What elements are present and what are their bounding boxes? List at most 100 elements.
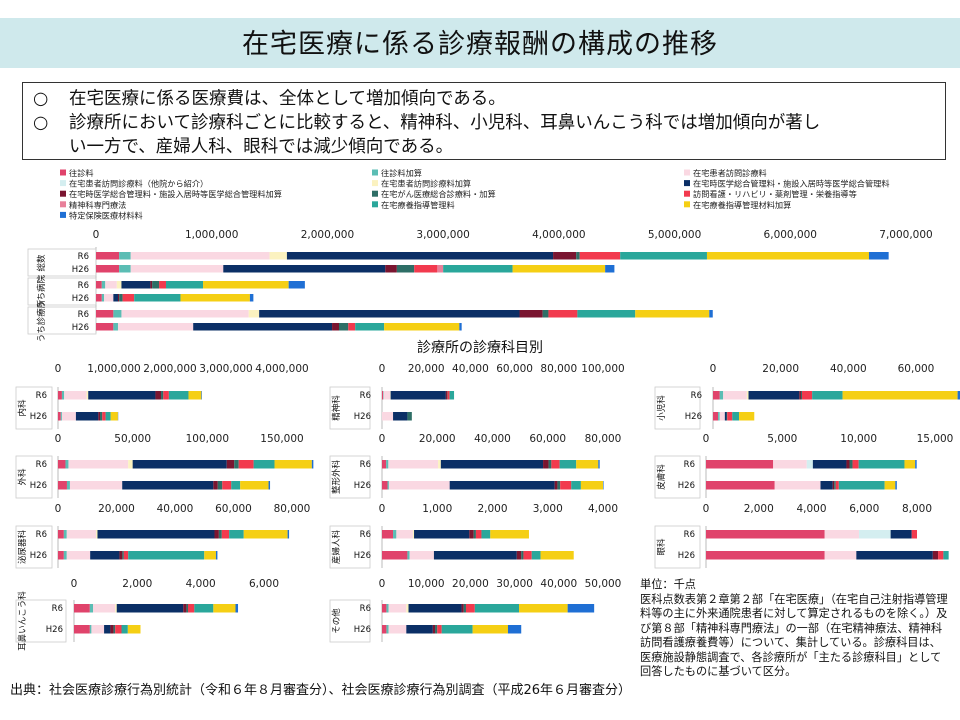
bar-segment <box>122 294 135 302</box>
bar-segment <box>58 412 61 421</box>
bar-segment <box>726 412 728 421</box>
bar-segment <box>437 625 442 634</box>
bar-segment <box>286 252 554 260</box>
tick-label: 2,000,000 <box>143 363 196 375</box>
bar-segment <box>435 625 438 634</box>
legend-swatch <box>684 169 690 176</box>
bar-segment <box>414 530 470 539</box>
tick-label: 0 <box>55 503 62 515</box>
bar-segment <box>193 323 333 331</box>
bar-segment <box>122 551 124 560</box>
bar-segment <box>438 460 441 469</box>
bar-segment <box>121 281 151 289</box>
row-label: R6 <box>684 530 695 540</box>
bar-segment <box>63 551 67 560</box>
bar-segment <box>68 460 129 469</box>
group-box <box>27 277 97 306</box>
bar-segment <box>234 460 239 469</box>
legend-swatch <box>60 169 66 176</box>
bar-segment <box>605 265 615 273</box>
bar-segment <box>820 481 833 490</box>
bar-segment <box>519 310 543 318</box>
bar-segment <box>218 530 222 539</box>
bar-segment <box>557 481 561 490</box>
bullet: ○ <box>33 113 49 133</box>
bar-segment <box>75 412 99 421</box>
bar-segment <box>382 551 408 560</box>
bar-segment <box>127 625 141 634</box>
bar-segment <box>554 481 558 490</box>
row-label: H26 <box>72 265 89 275</box>
bar-segment <box>110 625 114 634</box>
group-box <box>27 306 97 335</box>
legend-label: 在宅患者訪問診療料加算 <box>381 179 471 189</box>
bar-segment <box>128 551 205 560</box>
bar-segment <box>249 294 254 302</box>
bar-segment <box>58 551 64 560</box>
tick-label: 100,000 <box>186 433 229 445</box>
bar-segment <box>58 391 62 400</box>
bar-segment <box>63 530 67 539</box>
bar-segment <box>915 460 917 469</box>
bar-segment <box>706 252 869 260</box>
panel-label: 整形外科 <box>331 460 342 495</box>
bar-segment <box>580 481 603 490</box>
bar-segment <box>406 625 433 634</box>
bar-segment <box>121 310 249 318</box>
bar-segment <box>849 460 853 469</box>
panel-label: 精神科 <box>331 395 342 421</box>
bar-segment <box>388 604 407 613</box>
bar-segment <box>824 551 857 560</box>
bar-segment <box>194 604 214 613</box>
tick-label: 40,000 <box>830 363 867 375</box>
bar-segment <box>113 323 118 331</box>
tick-label: 80,000 <box>274 503 311 515</box>
bar-segment <box>186 604 188 613</box>
bar-segment <box>105 281 117 289</box>
panel-label: 小児科 <box>656 395 667 421</box>
bar-segment <box>130 265 224 273</box>
bar-segment <box>74 625 90 634</box>
bar-segment <box>386 625 389 634</box>
tick-label: 2,000 <box>477 503 507 515</box>
panel-label: 内科 <box>17 399 28 417</box>
bar-segment <box>311 460 314 469</box>
panel-box <box>15 386 53 430</box>
panel-box <box>329 386 371 430</box>
bar-segment <box>119 252 131 260</box>
bar-segment <box>240 481 269 490</box>
bar-segment <box>437 265 444 273</box>
bar-segment <box>393 412 408 421</box>
bar-segment <box>163 391 169 400</box>
bar-segment <box>469 530 474 539</box>
bar-segment <box>386 604 389 613</box>
bar-segment <box>113 625 116 634</box>
tick-label: 15,000 <box>917 433 954 445</box>
tick-label: 0 <box>71 578 78 590</box>
bar-segment <box>66 481 70 490</box>
tick-label: 6,000 <box>249 578 279 590</box>
row-label: H26 <box>46 625 63 635</box>
bar-segment <box>332 323 339 331</box>
bar-segment <box>774 481 821 490</box>
tick-label: 1,000 <box>422 503 452 515</box>
tick-label: 2,000 <box>744 503 774 515</box>
bar-segment <box>576 252 580 260</box>
bar-segment <box>706 460 774 469</box>
bar-segment <box>548 310 578 318</box>
bar-segment <box>516 551 522 560</box>
bar-segment <box>96 530 98 539</box>
bar-segment <box>66 551 91 560</box>
bar-segment <box>105 412 111 421</box>
panel-label: 泌尿器科 <box>17 530 28 565</box>
summary-item: ○ 在宅医療に係る医療費は、全体として増加傾向である。 <box>33 87 935 111</box>
bar-segment <box>938 551 944 560</box>
bar-segment <box>116 281 122 289</box>
summary-text: 診療所において診療科ごとに比較すると、精神科、小児科、耳鼻いんこう科では増加傾向… <box>69 113 821 133</box>
bar-segment <box>101 294 105 302</box>
tick-label: 80,000 <box>540 363 577 375</box>
bar-segment <box>69 481 123 490</box>
bar-segment <box>128 460 133 469</box>
bar-segment <box>396 530 413 539</box>
